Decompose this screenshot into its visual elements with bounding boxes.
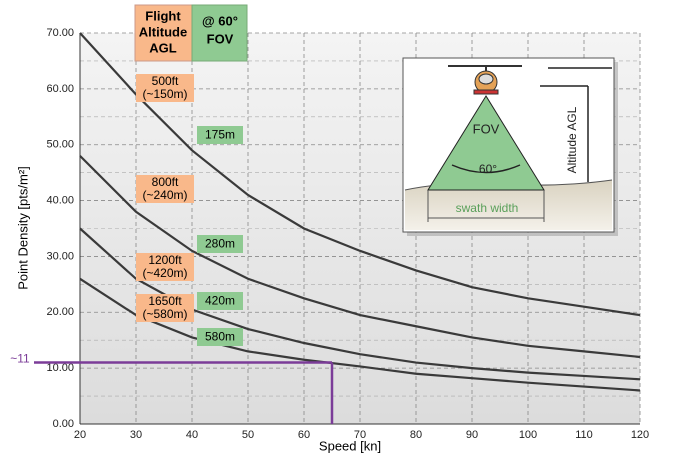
altitude-box [136,74,194,102]
swath-label: 280m [205,237,235,251]
x-tick-label: 50 [242,429,254,441]
altitude-box [136,253,194,281]
altitude-box [136,175,194,203]
x-tick-label: 20 [74,429,86,441]
x-axis-title: Speed [kn] [319,438,381,453]
altitude-label: (~420m) [142,266,187,280]
altitude-label: Altitude AGL [565,106,579,173]
x-tick-label: 70 [354,429,366,441]
swath-box [197,292,243,310]
y-tick-label: 60.00 [46,83,74,95]
altitude-box [136,294,194,322]
curve [79,277,641,392]
fov-header: FOV [207,31,234,46]
y-tick-label: 50.00 [46,139,74,151]
altitude-label: (~150m) [142,87,187,101]
swath-label: 420m [205,294,235,308]
altitude-header: AGL [149,40,177,55]
swath-box [197,328,243,346]
y-tick-label: 40.00 [46,194,74,206]
y-tick-label: 70.00 [46,27,74,39]
altitude-label: 1200ft [148,253,182,267]
altitude-label: (~240m) [142,188,187,202]
curve [79,155,641,359]
swath-label: swath width [456,201,519,215]
swath-label: 580m [205,330,235,344]
x-tick-label: 80 [410,429,422,441]
altitude-header-box [134,4,193,62]
marker-label: ~11 [10,352,30,366]
x-tick-label: 90 [466,429,478,441]
altitude-header: Flight [145,8,181,23]
y-axis-title: Point Density [pts/m²] [15,166,30,290]
x-tick-label: 40 [186,429,198,441]
x-tick-label: 110 [575,429,593,441]
swath-box [197,126,243,144]
altitude-label: 500ft [152,74,179,88]
x-tick-label: 30 [130,429,142,441]
angle-label: 60° [479,162,497,176]
x-tick-label: 60 [298,429,310,441]
y-tick-label: 20.00 [46,306,74,318]
fov-label: FOV [473,121,500,136]
altitude-label: (~580m) [142,307,187,321]
x-tick-label: 100 [519,429,537,441]
fov-header-box [191,4,248,62]
altitude-label: 800ft [152,175,179,189]
y-tick-label: 0.00 [53,418,74,430]
x-tick-label: 120 [631,429,649,441]
fov-header: @ 60° [202,13,238,28]
altitude-label: 1650ft [148,294,182,308]
y-tick-label: 30.00 [46,250,74,262]
altitude-header: Altitude [139,24,187,39]
swath-box [197,235,243,253]
curve [79,32,641,317]
y-tick-label: 10.00 [46,362,74,374]
inset-diagram: FOV 60° Altitude AGL swath width [402,57,618,236]
swath-label: 175m [205,128,235,142]
